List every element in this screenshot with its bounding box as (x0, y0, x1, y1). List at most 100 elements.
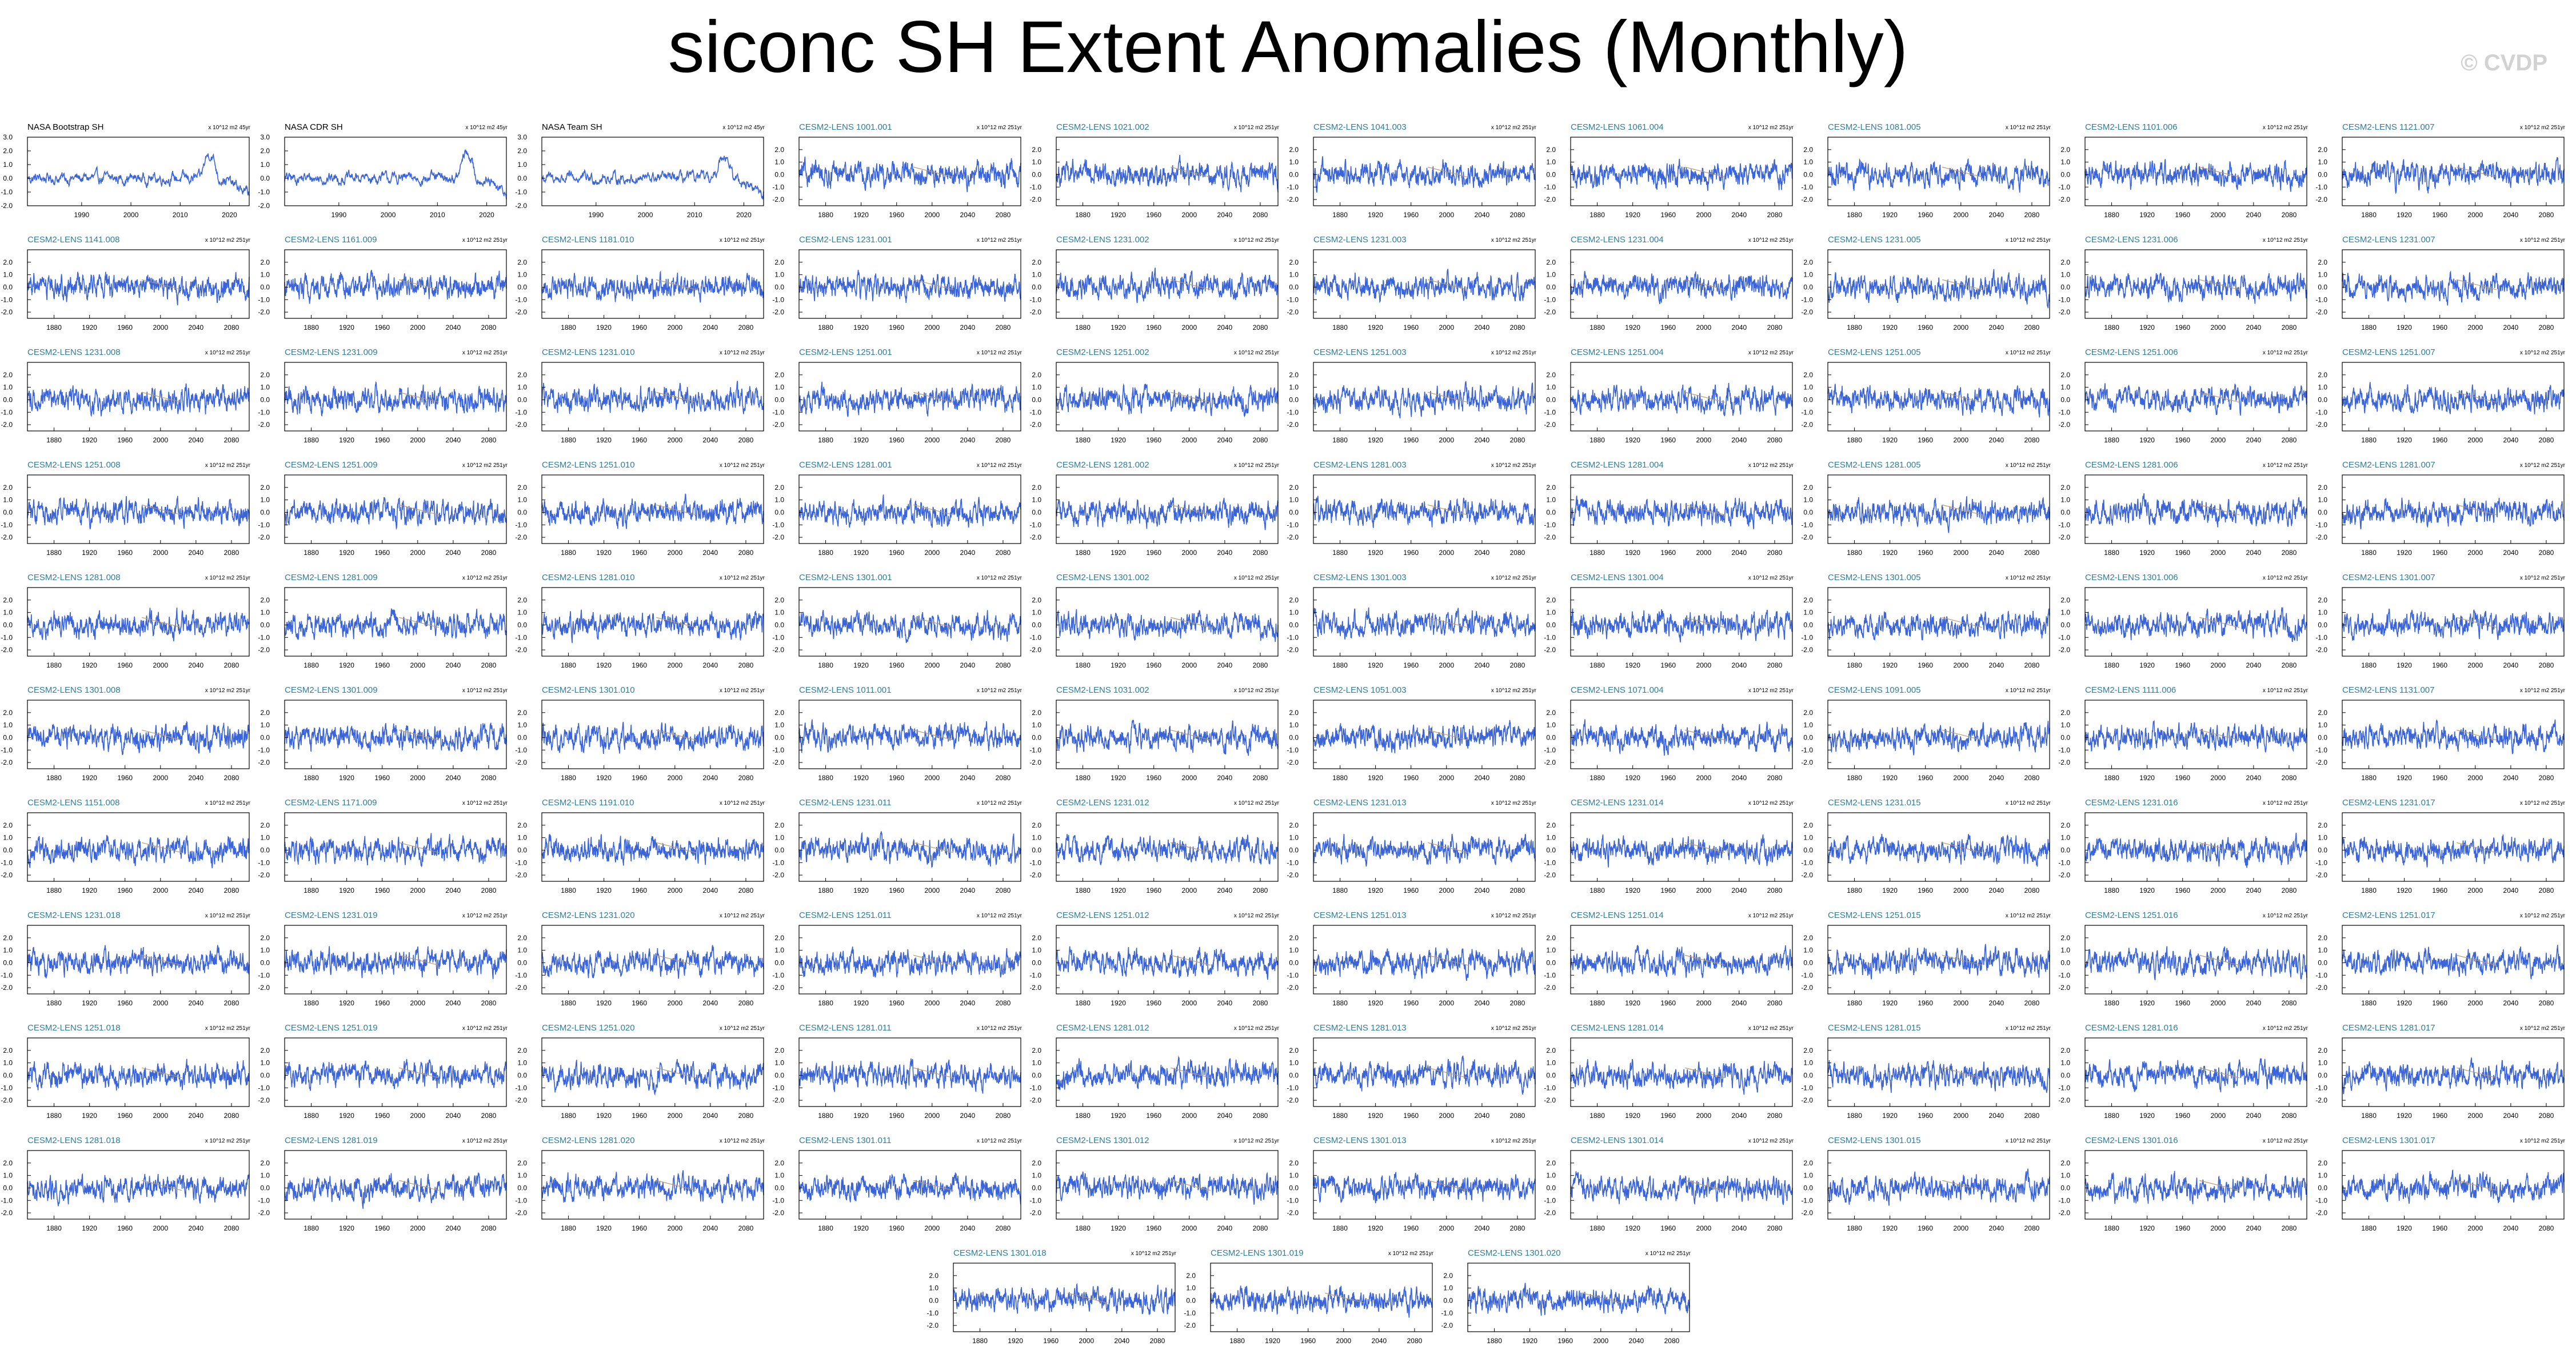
chart-panel: CESM2-LENS 1231.002 x 10^12 m2 251yr 2.0 1.… (1029, 235, 1286, 344)
panel-title: CESM2-LENS 1301.007 (2342, 573, 2435, 582)
obs-period-trend (2457, 279, 2497, 290)
x-tick-label: 1880 (1332, 999, 1348, 1007)
chart-panel: NASA Team SH x 10^12 m2 45yr 3.0 2.0 1.0 0.0-… (514, 122, 772, 231)
x-tick-label: 1920 (2139, 1112, 2155, 1120)
x-tick-label: 1960 (1403, 774, 1419, 782)
x-tick-label: 1880 (1847, 1112, 1862, 1120)
x-tick-label: 1880 (818, 549, 833, 557)
series-line (541, 1059, 764, 1096)
panel-title: CESM2-LENS 1231.018 (27, 910, 121, 920)
y-tick-label: 2.0 (1289, 484, 1299, 492)
chart-panel: CESM2-LENS 1281.011 x 10^12 m2 251yr 2.0 1.… (772, 1023, 1029, 1132)
y-tick-label: -2.0 (1, 308, 13, 316)
chart-panel: CESM2-LENS 1301.009 x 10^12 m2 251yr 2.0 1.… (257, 685, 514, 794)
x-tick-label: 1920 (1625, 999, 1640, 1007)
y-tick-label: -2.0 (1029, 308, 1041, 316)
panel-title: CESM2-LENS 1281.017 (2342, 1023, 2435, 1033)
y-tick-label: 0.0 (1289, 508, 1299, 516)
x-tick-label: 1920 (1368, 211, 1383, 219)
y-tick-label: -1.0 (772, 521, 784, 529)
x-tick-label: 2080 (996, 323, 1011, 331)
y-tick-label: 0.0 (2060, 846, 2070, 854)
x-tick-label: 2000 (2210, 999, 2226, 1007)
series-line (1056, 1055, 1279, 1091)
x-tick-label: 1920 (1368, 436, 1383, 444)
obs-period-trend (1685, 279, 1726, 290)
y-tick-label: -2.0 (258, 1209, 270, 1217)
obs-period-trend (1068, 1292, 1108, 1304)
panel-units: x 10^12 m2 251yr (2005, 575, 2051, 581)
panel-title: CESM2-LENS 1251.008 (27, 460, 121, 470)
x-tick-label: 1960 (632, 1224, 647, 1232)
series-line (1210, 1284, 1433, 1318)
x-tick-label: 2040 (1475, 774, 1490, 782)
y-tick-label: -1.0 (1544, 971, 1556, 979)
x-tick-label: 2080 (1253, 549, 1268, 557)
x-tick-label: 2000 (1181, 774, 1197, 782)
x-tick-label: 2000 (153, 999, 168, 1007)
x-tick-label: 1960 (117, 774, 133, 782)
plot-frame (798, 587, 1021, 657)
y-tick-label: 1.0 (260, 271, 270, 279)
chart-panel: CESM2-LENS 1281.013 x 10^12 m2 251yr 2.0 1.… (1286, 1023, 1543, 1132)
x-tick-label: 1880 (561, 774, 576, 782)
y-tick-label: 1.0 (1546, 609, 1556, 617)
x-tick-label: 2000 (1953, 774, 1968, 782)
x-tick-label: 2040 (2503, 323, 2519, 331)
plot-frame (1313, 362, 1536, 432)
panel-title: CESM2-LENS 1251.020 (542, 1023, 635, 1033)
y-tick-label: -1.0 (1544, 295, 1556, 303)
x-tick-label: 1880 (2104, 1112, 2119, 1120)
panel-units: x 10^12 m2 45yr (208, 125, 250, 131)
obs-period-trend (1428, 504, 1468, 516)
x-tick-label: 2040 (703, 661, 718, 669)
obs-period-trend (399, 392, 440, 403)
y-tick-label: -2.0 (1, 646, 13, 654)
x-tick-label: 1880 (1332, 436, 1348, 444)
series-line (541, 155, 764, 199)
series-line (798, 1058, 1021, 1094)
y-tick-label: -1.0 (2058, 971, 2070, 979)
x-tick-label: 2080 (996, 1224, 1011, 1232)
x-tick-label: 2000 (1953, 436, 1968, 444)
y-tick-label: 0.0 (517, 283, 527, 291)
chart-panel: CESM2-LENS 1111.006 x 10^12 m2 251yr 2.0 1.… (2058, 685, 2315, 794)
y-tick-label: 1.0 (774, 1172, 784, 1180)
x-tick-label: 2040 (189, 774, 204, 782)
x-tick-label: 1960 (1557, 1337, 1573, 1345)
y-tick-label: -2.0 (515, 1209, 527, 1217)
y-tick-label: 1.0 (1289, 721, 1299, 729)
x-tick-label: 1920 (1625, 211, 1640, 219)
y-tick-label: 2.0 (260, 147, 270, 155)
x-tick-label: 2080 (996, 661, 1011, 669)
y-tick-label: -2.0 (1287, 195, 1299, 203)
y-tick-label: 1.0 (1289, 946, 1299, 954)
chart-panel: CESM2-LENS 1301.002 x 10^12 m2 251yr 2.0 1.… (1029, 573, 1286, 681)
x-tick-label: 2000 (1953, 1224, 1968, 1232)
y-tick-label: 1.0 (517, 609, 527, 617)
plot-frame (1056, 137, 1279, 206)
y-tick-label: 0.0 (2060, 1071, 2070, 1079)
x-tick-label: 2040 (1217, 211, 1233, 219)
chart-panel: CESM2-LENS 1231.008 x 10^12 m2 251yr 2.0 1.… (0, 348, 257, 456)
panel-units: x 10^12 m2 251yr (1491, 575, 1536, 581)
y-tick-label: -1.0 (2315, 633, 2327, 641)
obs-period-trend (1428, 279, 1468, 290)
chart-panel: CESM2-LENS 1041.003 x 10^12 m2 251yr 2.0 1.… (1286, 122, 1543, 231)
y-tick-label: -2.0 (1544, 421, 1556, 429)
y-tick-label: 2.0 (2060, 1047, 2070, 1055)
y-tick-label: 2.0 (2318, 1159, 2327, 1167)
x-tick-label: 1880 (561, 1112, 576, 1120)
y-tick-label: 2.0 (1546, 709, 1556, 717)
y-tick-label: -1.0 (1801, 295, 1813, 303)
x-tick-label: 1920 (1368, 774, 1383, 782)
x-tick-label: 2000 (1181, 549, 1197, 557)
y-tick-label: 2.0 (3, 1159, 13, 1167)
y-tick-label: -2.0 (2315, 308, 2327, 316)
